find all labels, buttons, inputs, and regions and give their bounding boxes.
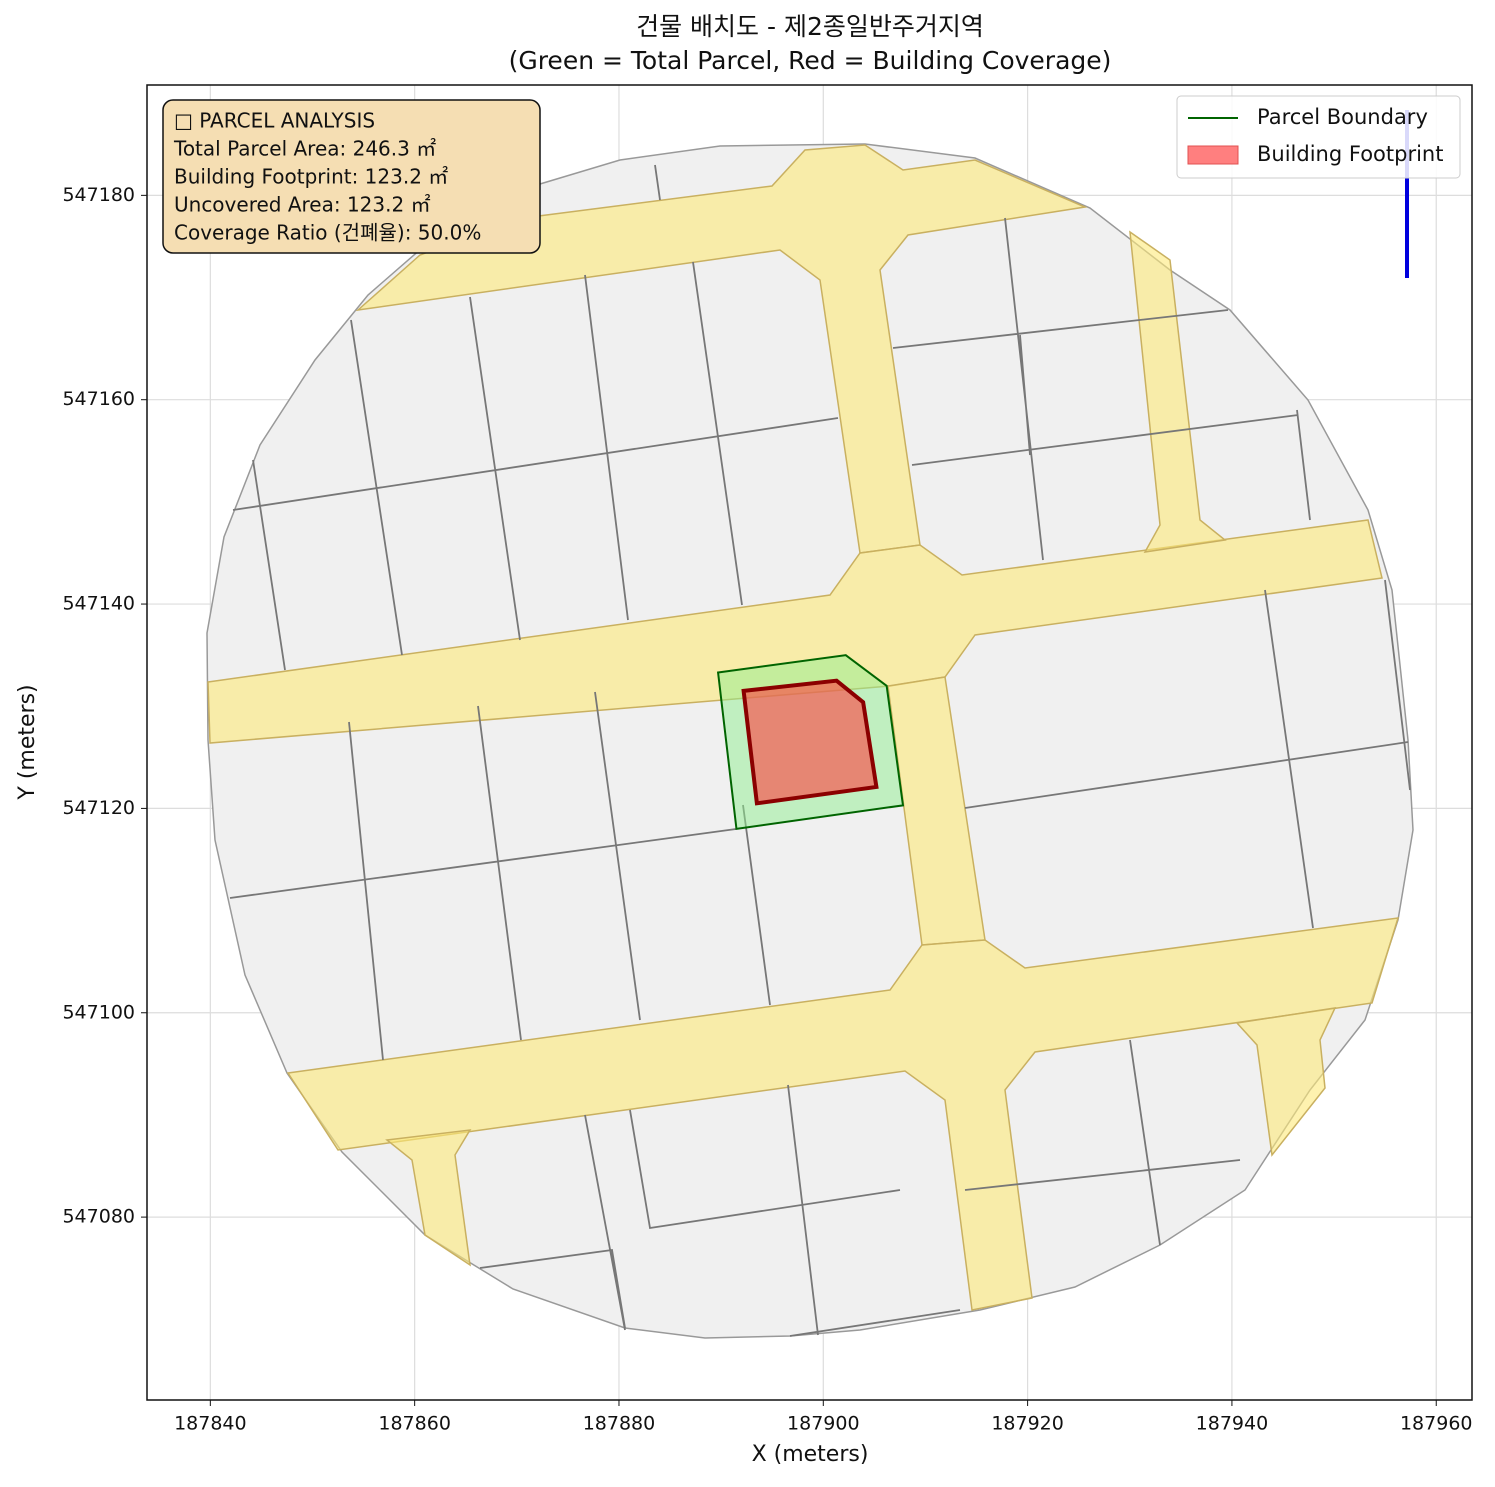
x-axis-label: X (meters) (752, 1442, 869, 1467)
building-polygon (741, 678, 879, 806)
y-tick-label: 547180 (62, 184, 135, 206)
x-tick-label: 187900 (787, 1413, 860, 1435)
info-line: □ PARCEL ANALYSIS (174, 109, 375, 133)
x-tick-label: 187840 (174, 1413, 247, 1435)
y-axis-label: Y (meters) (15, 684, 40, 800)
x-tick-label: 187920 (991, 1413, 1064, 1435)
road (286, 917, 1400, 1311)
road (1235, 1007, 1337, 1157)
lot-lines (229, 164, 1411, 1337)
legend-items: Parcel Boundary Building Footprint (1187, 105, 1443, 166)
y-tick-label: 547120 (62, 797, 135, 819)
chart-title: 건물 배치도 - 제2종일반주거지역 (636, 12, 984, 41)
x-tick-label: 187940 (1196, 1413, 1269, 1435)
info-line: Coverage Ratio (건폐율): 50.0% (174, 221, 481, 245)
chart-subtitle: (Green = Total Parcel, Red = Building Co… (509, 46, 1112, 75)
marks (716, 654, 905, 830)
info-line: Uncovered Area: 123.2 ㎡ (174, 193, 431, 217)
y-tick-label: 547100 (62, 1001, 135, 1023)
x-tick-label: 187960 (1400, 1413, 1473, 1435)
legend-label: Building Footprint (1257, 142, 1443, 166)
info-line: Total Parcel Area: 246.3 ㎡ (173, 137, 436, 161)
x-tick-label: 187860 (378, 1413, 451, 1435)
legend (1176, 95, 1461, 179)
road (1129, 230, 1227, 553)
info-text: □ PARCEL ANALYSIS Total Parcel Area: 246.… (173, 109, 481, 245)
legend-patch (1187, 145, 1239, 165)
y-tick-label: 547080 (62, 1206, 135, 1228)
y-tick-label: 547140 (62, 593, 135, 615)
legend-label: Parcel Boundary (1257, 105, 1428, 129)
x-tick-label: 187880 (583, 1413, 656, 1435)
road (385, 1129, 472, 1267)
info-box (162, 99, 541, 254)
plot-frame (146, 84, 1473, 1401)
y-tick-label: 547160 (62, 388, 135, 410)
info-line: Building Footprint: 123.2 ㎡ (174, 165, 448, 189)
